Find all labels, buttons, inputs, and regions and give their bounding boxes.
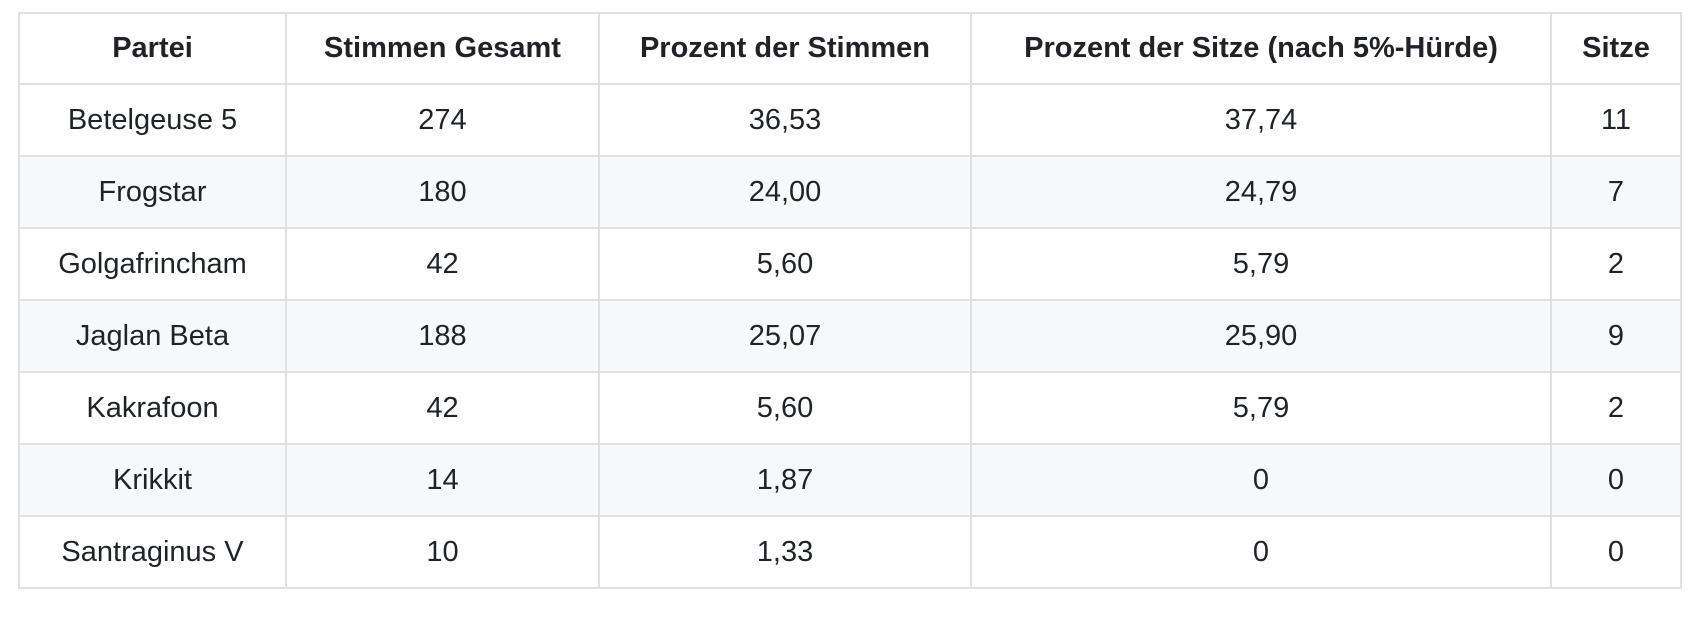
table-cell: 2 (1550, 227, 1682, 301)
table-cell: Golgafrincham (18, 227, 287, 301)
table-cell: 1,87 (598, 443, 972, 517)
election-results-table: Partei Stimmen Gesamt Prozent der Stimme… (18, 12, 1682, 589)
table-cell: 274 (285, 83, 600, 157)
table-cell: 0 (970, 515, 1552, 589)
table-cell: Betelgeuse 5 (18, 83, 287, 157)
table-cell: 24,79 (970, 155, 1552, 229)
table-cell: 188 (285, 299, 600, 373)
column-header-prozent-sitze: Prozent der Sitze (nach 5%-Hürde) (970, 12, 1552, 85)
table-cell: 9 (1550, 299, 1682, 373)
table-cell: Frogstar (18, 155, 287, 229)
table-row: Betelgeuse 5 274 36,53 37,74 11 (18, 83, 1682, 157)
table-cell: 5,79 (970, 371, 1552, 445)
table-cell: 10 (285, 515, 600, 589)
table-cell: 42 (285, 227, 600, 301)
table-cell: Santraginus V (18, 515, 287, 589)
table-cell: 5,60 (598, 227, 972, 301)
table-body: Betelgeuse 5 274 36,53 37,74 11 Frogstar 180 24… (18, 83, 1682, 589)
table-cell: 0 (1550, 443, 1682, 517)
table-cell: 7 (1550, 155, 1682, 229)
table-cell: Jaglan Beta (18, 299, 287, 373)
table-cell: 11 (1550, 83, 1682, 157)
table-cell: 2 (1550, 371, 1682, 445)
table-cell: 5,79 (970, 227, 1552, 301)
column-header-sitze: Sitze (1550, 12, 1682, 85)
column-header-partei: Partei (18, 12, 287, 85)
table-row: Kakrafoon 42 5,60 5,79 2 (18, 371, 1682, 445)
table-cell: 180 (285, 155, 600, 229)
table-cell: 24,00 (598, 155, 972, 229)
table-row: Jaglan Beta 188 25,07 25,90 9 (18, 299, 1682, 373)
table-cell: 37,74 (970, 83, 1552, 157)
table-cell: 25,90 (970, 299, 1552, 373)
table-row: Santraginus V 10 1,33 0 0 (18, 515, 1682, 589)
table-cell: 14 (285, 443, 600, 517)
table-row: Krikkit 14 1,87 0 0 (18, 443, 1682, 517)
table-row: Frogstar 180 24,00 24,79 7 (18, 155, 1682, 229)
table-cell: 1,33 (598, 515, 972, 589)
column-header-stimmen-gesamt: Stimmen Gesamt (285, 12, 600, 85)
table-cell: 0 (970, 443, 1552, 517)
table-cell: 25,07 (598, 299, 972, 373)
table-cell: 36,53 (598, 83, 972, 157)
table-cell: 42 (285, 371, 600, 445)
column-header-prozent-stimmen: Prozent der Stimmen (598, 12, 972, 85)
table-cell: Kakrafoon (18, 371, 287, 445)
table-cell: 0 (1550, 515, 1682, 589)
header-row: Partei Stimmen Gesamt Prozent der Stimme… (18, 12, 1682, 85)
table-cell: 5,60 (598, 371, 972, 445)
table-row: Golgafrincham 42 5,60 5,79 2 (18, 227, 1682, 301)
table-cell: Krikkit (18, 443, 287, 517)
